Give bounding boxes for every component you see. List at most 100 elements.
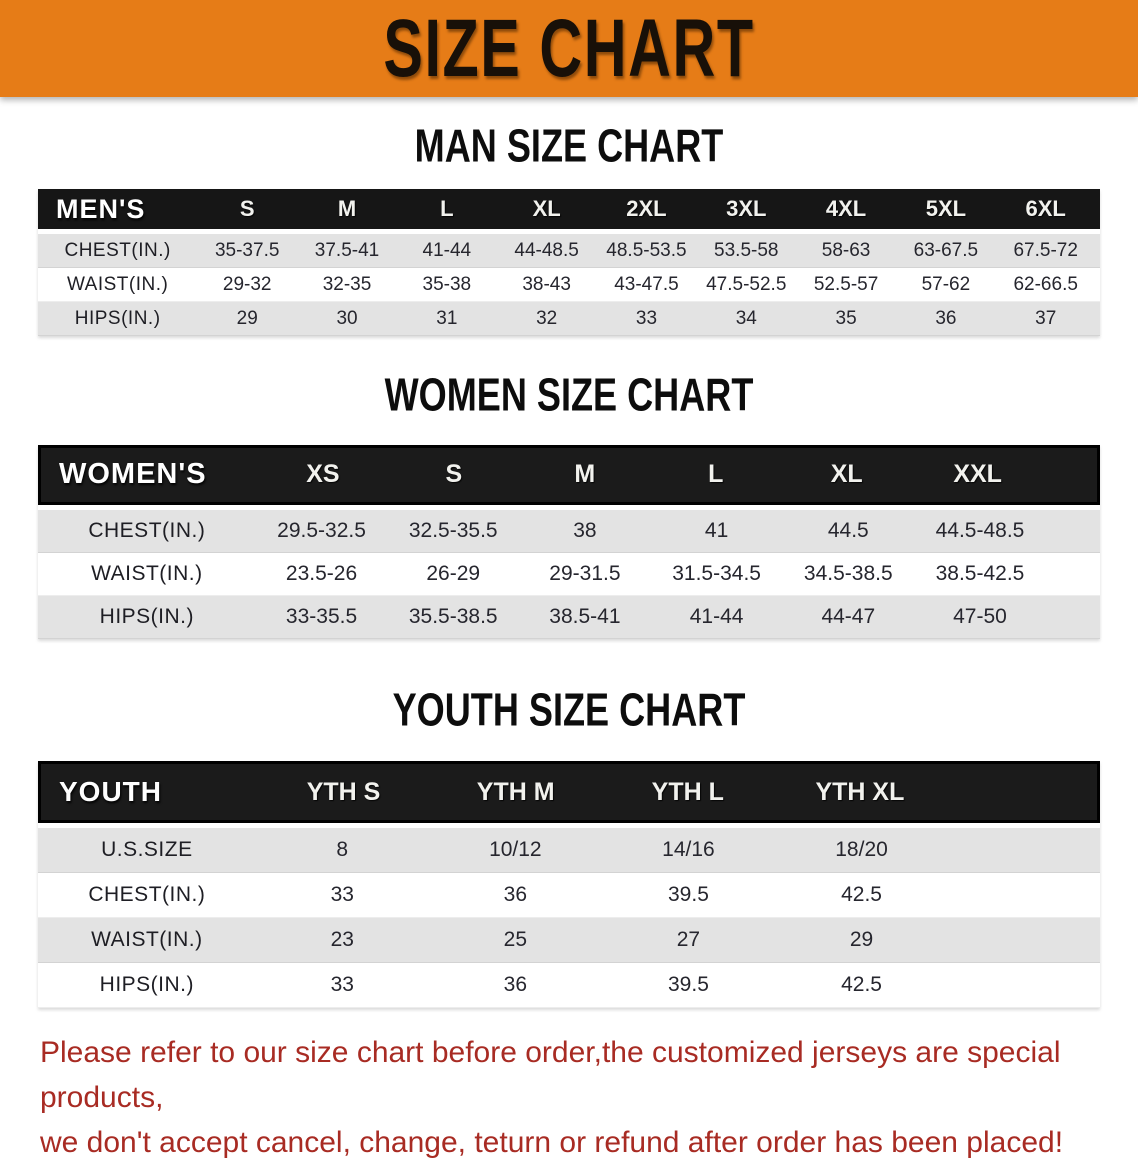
- cell-value: 32-35: [322, 273, 372, 295]
- cell-value: 30: [336, 307, 358, 329]
- cell-value: 26-29: [426, 561, 481, 585]
- cell-value: 53.5-58: [714, 239, 779, 261]
- cell-value: 18/20: [835, 838, 888, 862]
- column-header: YTH XL: [815, 777, 905, 806]
- column-header: XXL: [953, 460, 1002, 489]
- table-header-label: MEN'S: [56, 193, 146, 224]
- cell-value: 58-63: [821, 239, 871, 261]
- cell-value: 41-44: [689, 604, 744, 628]
- cell-value: 52.5-57: [813, 273, 879, 295]
- youth-section-heading: YOUTH SIZE CHART: [392, 684, 746, 736]
- cell-value: 44.5-48.5: [935, 518, 1025, 542]
- column-header: 5XL: [925, 196, 967, 222]
- cell-value: 38.5-42.5: [935, 561, 1025, 585]
- column-header: XL: [532, 196, 561, 222]
- column-header: 2XL: [626, 196, 667, 222]
- table-row: U.S.SIZE 8 10/12 14/16 18/20: [38, 828, 1100, 874]
- cell-value: 36: [503, 973, 528, 997]
- cell-value: 27: [676, 928, 701, 952]
- cell-value: 44-48.5: [514, 239, 579, 261]
- cell-value: 34.5-38.5: [803, 561, 893, 585]
- cell-value: 63-67.5: [913, 239, 979, 261]
- cell-value: 41: [704, 518, 729, 542]
- table-row: WAIST(IN.) 23 25 27 29: [38, 918, 1100, 964]
- row-label: CHEST(IN.): [88, 883, 206, 907]
- cell-value: 39.5: [668, 973, 709, 997]
- cell-value: 33: [635, 307, 658, 329]
- column-header: M: [337, 196, 357, 222]
- footer-note: Please refer to our size chart before or…: [40, 1030, 1098, 1165]
- cell-value: 32.5-35.5: [408, 518, 498, 542]
- cell-value: 47.5-52.5: [706, 273, 787, 295]
- cell-value: 23: [330, 928, 354, 952]
- cell-value: 10/12: [489, 838, 542, 862]
- column-header: M: [574, 460, 596, 489]
- cell-value: 29-32: [222, 273, 272, 295]
- women-section-heading: WOMEN SIZE CHART: [384, 370, 754, 422]
- footer-note-line: Please refer to our size chart before or…: [40, 1036, 1061, 1115]
- cell-value: 42.5: [841, 883, 882, 907]
- cell-value: 37: [1035, 307, 1057, 329]
- cell-value: 31.5-34.5: [672, 561, 761, 585]
- banner: SIZE CHART: [0, 0, 1138, 97]
- cell-value: 41-44: [422, 239, 472, 261]
- cell-value: 62-66.5: [1013, 273, 1078, 295]
- cell-value: 8: [336, 838, 349, 862]
- table-header-label: WOMEN'S: [59, 458, 207, 491]
- cell-value: 67.5-72: [1013, 239, 1078, 261]
- cell-value: 43-47.5: [614, 273, 679, 295]
- column-header: YTH L: [651, 777, 724, 806]
- table-header-bar: YOUTH YTH S YTH M YTH L YTH XL: [38, 761, 1100, 824]
- column-header: 4XL: [825, 196, 867, 222]
- column-header: S: [239, 196, 255, 222]
- column-header: 6XL: [1025, 196, 1066, 222]
- table-row: CHEST(IN.) 33 36 39.5 42.5: [38, 873, 1100, 919]
- cell-value: 44-47: [821, 604, 876, 628]
- cell-value: 48.5-53.5: [606, 239, 687, 261]
- cell-value: 25: [503, 928, 528, 952]
- cell-value: 35: [835, 307, 857, 329]
- row-label: WAIST(IN.): [91, 561, 203, 585]
- youth-size-table: YOUTH YTH S YTH M YTH L YTH XL U.S.SIZE 8 10/12…: [38, 761, 1100, 1009]
- cell-value: 38: [573, 518, 597, 542]
- row-label: HIPS(IN.): [99, 604, 195, 628]
- cell-value: 38-43: [522, 273, 571, 295]
- men-size-table: MEN'S S M L XL 2XL 3XL 4XL 5XL 6XL CHEST(IN.) 35-37…: [38, 189, 1100, 337]
- cell-value: 14/16: [662, 838, 715, 862]
- table-header-bar: WOMEN'S XS S M L XL XXL: [38, 444, 1100, 505]
- cell-value: 44.5: [827, 518, 869, 542]
- table-row: CHEST(IN.) 29.5-32.5 32.5-35.5 38 41 44.5 44.5…: [38, 509, 1100, 553]
- column-header: XL: [830, 460, 863, 489]
- men-section-heading: MAN SIZE CHART: [414, 120, 724, 173]
- cell-value: 35-38: [422, 273, 472, 295]
- cell-value: 36: [503, 883, 528, 907]
- cell-value: 42.5: [841, 973, 882, 997]
- women-size-table: WOMEN'S XS S M L XL XXL CHEST(IN.) 29.5-32.5 32.5…: [38, 444, 1100, 639]
- cell-value: 35-37.5: [214, 239, 280, 261]
- row-label: CHEST(IN.): [64, 239, 171, 261]
- cell-value: 35.5-38.5: [408, 604, 498, 628]
- column-header: XS: [306, 460, 340, 489]
- table-header-bar: MEN'S S M L XL 2XL 3XL 4XL 5XL 6XL: [38, 189, 1100, 230]
- row-label: CHEST(IN.): [88, 518, 206, 542]
- row-label: WAIST(IN.): [91, 928, 203, 952]
- banner-title: SIZE CHART: [383, 2, 755, 94]
- row-label: U.S.SIZE: [101, 838, 193, 862]
- cell-value: 37.5-41: [314, 239, 380, 261]
- cell-value: 29.5-32.5: [277, 518, 366, 542]
- cell-value: 36: [935, 307, 957, 329]
- table-row: HIPS(IN.) 29 30 31 32 33 34 35 36 37: [38, 302, 1100, 337]
- table-row: WAIST(IN.) 23.5-26 26-29 29-31.5 31.5-34.5 34…: [38, 552, 1100, 596]
- row-label: HIPS(IN.): [74, 307, 161, 329]
- table-row: WAIST(IN.) 29-32 32-35 35-38 38-43 43-47.5 47.…: [38, 268, 1100, 303]
- table-row: HIPS(IN.) 33 36 39.5 42.5: [38, 963, 1100, 1009]
- column-header: YTH S: [306, 777, 381, 806]
- row-label: HIPS(IN.): [99, 973, 195, 997]
- cell-value: 23.5-26: [285, 561, 358, 585]
- cell-value: 33: [330, 973, 354, 997]
- table-row: CHEST(IN.) 35-37.5 37.5-41 41-44 44-48.5 48.5…: [38, 234, 1100, 269]
- cell-value: 29: [236, 307, 258, 329]
- youth-size-section: YOUTH SIZE CHART YOUTH YTH S YTH M YTH L YTH…: [0, 684, 1138, 1009]
- column-header: YTH M: [476, 777, 555, 806]
- column-header: L: [440, 196, 454, 222]
